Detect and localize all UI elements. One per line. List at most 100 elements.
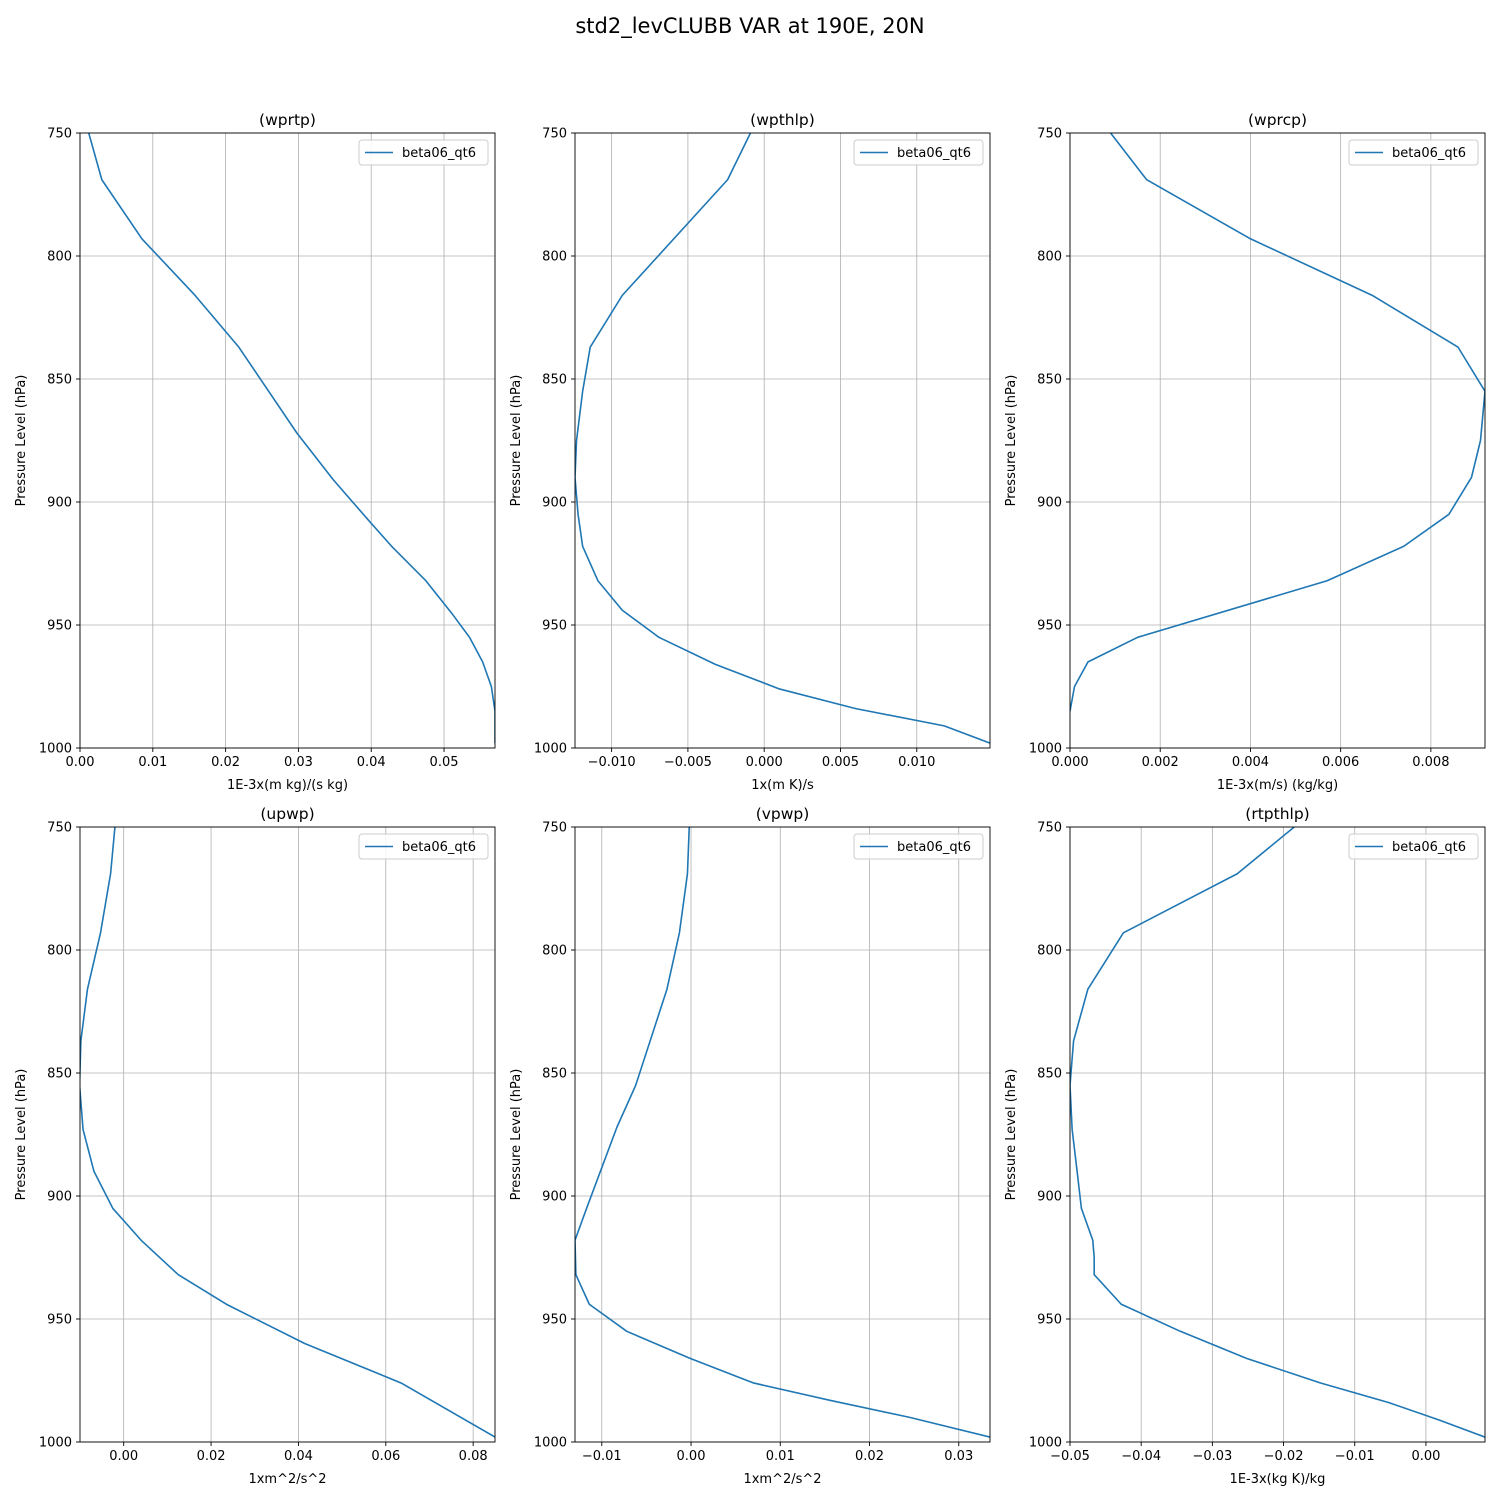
legend-box bbox=[358, 833, 489, 860]
x-tick-label-5: 0.00 bbox=[1411, 1449, 1440, 1464]
y-tick-label-1: 800 bbox=[47, 944, 72, 959]
subplot-wprtp: 0.00 0.01 0.02 0.03 0.04 0.05 750 800 850 900 950 1… bbox=[14, 111, 496, 793]
x-tick-label-1: 0.00 bbox=[677, 1449, 706, 1464]
x-tick-label-1: 0.01 bbox=[138, 755, 167, 770]
axes-frame bbox=[79, 132, 496, 749]
y-tick-label-5: 1000 bbox=[1029, 1436, 1062, 1451]
legend-label: beta06_qt6 bbox=[1392, 146, 1466, 161]
y-tick-label-0: 750 bbox=[47, 821, 72, 836]
x-tick-label-4: −0.01 bbox=[1335, 1449, 1375, 1464]
axes-frame bbox=[574, 132, 991, 749]
x-tick-label-3: 0.006 bbox=[1322, 755, 1359, 770]
x-tick-label-3: 0.005 bbox=[822, 755, 859, 770]
legend-box bbox=[358, 139, 489, 166]
x-tick-label-3: −0.02 bbox=[1264, 1449, 1304, 1464]
y-tick-label-3: 900 bbox=[542, 496, 567, 511]
y-tick-label-2: 850 bbox=[542, 1067, 567, 1082]
y-tick-label-1: 800 bbox=[542, 944, 567, 959]
y-tick-label-5: 1000 bbox=[39, 1436, 72, 1451]
x-tick-label-3: 0.06 bbox=[371, 1449, 400, 1464]
legend-label: beta06_qt6 bbox=[402, 146, 476, 161]
x-tick-label-0: 0.00 bbox=[66, 755, 95, 770]
y-tick-label-5: 1000 bbox=[39, 742, 72, 757]
series-line-0 bbox=[575, 827, 990, 1438]
series-line-0 bbox=[575, 133, 990, 744]
x-tick-label-1: 0.02 bbox=[197, 1449, 226, 1464]
x-tick-label-0: 0.00 bbox=[109, 1449, 138, 1464]
x-axis-label: 1E-3x(m kg)/(s kg) bbox=[227, 778, 348, 793]
legend-label: beta06_qt6 bbox=[402, 840, 476, 855]
series-line-0 bbox=[80, 827, 495, 1438]
x-tick-label-0: 0.000 bbox=[1051, 755, 1088, 770]
y-tick-label-4: 950 bbox=[47, 1313, 72, 1328]
y-tick-label-3: 900 bbox=[47, 496, 72, 511]
y-tick-label-4: 950 bbox=[1037, 1313, 1062, 1328]
subplot-wpthlp: −0.010 −0.005 0.000 0.005 0.010 750 800 850 900 9… bbox=[509, 111, 991, 793]
legend-box bbox=[853, 833, 984, 860]
y-axis-label: Pressure Level (hPa) bbox=[14, 375, 29, 507]
x-tick-label-4: 0.08 bbox=[459, 1449, 488, 1464]
legend-box bbox=[853, 139, 984, 166]
x-tick-label-2: 0.000 bbox=[746, 755, 783, 770]
subplot-title: (upwp) bbox=[260, 805, 314, 823]
y-tick-label-2: 850 bbox=[47, 1067, 72, 1082]
axes-frame bbox=[1069, 826, 1486, 1443]
subplot-title: (wprtp) bbox=[259, 111, 316, 129]
x-tick-label-4: 0.010 bbox=[898, 755, 935, 770]
y-tick-label-5: 1000 bbox=[1029, 742, 1062, 757]
x-tick-label-0: −0.010 bbox=[588, 755, 636, 770]
x-tick-label-4: 0.03 bbox=[944, 1449, 973, 1464]
x-tick-label-1: −0.04 bbox=[1121, 1449, 1161, 1464]
y-tick-label-4: 950 bbox=[1037, 619, 1062, 634]
subplot-vpwp: −0.01 0.00 0.01 0.02 0.03 750 800 850 900 950 1000… bbox=[509, 805, 991, 1487]
series-line-0 bbox=[1070, 133, 1485, 712]
y-axis-label: Pressure Level (hPa) bbox=[1004, 1069, 1019, 1201]
x-axis-label: 1E-3x(m/s) (kg/kg) bbox=[1217, 778, 1338, 793]
x-tick-label-2: 0.01 bbox=[766, 1449, 795, 1464]
y-tick-label-4: 950 bbox=[47, 619, 72, 634]
x-tick-label-2: −0.03 bbox=[1192, 1449, 1232, 1464]
subplot-title: (wpthlp) bbox=[750, 111, 815, 129]
x-tick-label-3: 0.02 bbox=[855, 1449, 884, 1464]
y-tick-label-1: 800 bbox=[1037, 250, 1062, 265]
y-tick-label-3: 900 bbox=[542, 1190, 567, 1205]
x-axis-label: 1x(m K)/s bbox=[751, 778, 814, 793]
x-tick-label-0: −0.01 bbox=[582, 1449, 622, 1464]
series-line-0 bbox=[1070, 827, 1485, 1438]
x-tick-label-4: 0.04 bbox=[357, 755, 386, 770]
x-tick-label-3: 0.03 bbox=[284, 755, 313, 770]
subplot-upwp: 0.00 0.02 0.04 0.06 0.08 750 800 850 900 950 1000 1… bbox=[14, 805, 496, 1487]
y-tick-label-1: 800 bbox=[1037, 944, 1062, 959]
y-tick-label-2: 850 bbox=[1037, 373, 1062, 388]
y-tick-label-4: 950 bbox=[542, 1313, 567, 1328]
legend-box bbox=[1348, 139, 1479, 166]
subplot-rtpthlp: −0.05 −0.04 −0.03 −0.02 −0.01 0.00 750 800 850 90… bbox=[1004, 805, 1486, 1487]
x-tick-label-1: 0.002 bbox=[1142, 755, 1179, 770]
y-axis-label: Pressure Level (hPa) bbox=[14, 1069, 29, 1201]
x-tick-label-1: −0.005 bbox=[664, 755, 712, 770]
y-tick-label-2: 850 bbox=[47, 373, 72, 388]
axes-frame bbox=[574, 826, 991, 1443]
x-axis-label: 1xm^2/s^2 bbox=[248, 1472, 326, 1487]
series-line-0 bbox=[87, 133, 495, 744]
y-tick-label-0: 750 bbox=[1037, 127, 1062, 142]
y-tick-label-2: 850 bbox=[542, 373, 567, 388]
subplot-title: (rtpthlp) bbox=[1245, 805, 1309, 823]
y-tick-label-3: 900 bbox=[1037, 1190, 1062, 1205]
x-tick-label-5: 0.05 bbox=[430, 755, 459, 770]
y-tick-label-0: 750 bbox=[1037, 821, 1062, 836]
x-tick-label-4: 0.008 bbox=[1412, 755, 1449, 770]
x-tick-label-0: −0.05 bbox=[1050, 1449, 1090, 1464]
y-tick-label-0: 750 bbox=[542, 821, 567, 836]
y-tick-label-1: 800 bbox=[47, 250, 72, 265]
axes-frame bbox=[1069, 132, 1486, 749]
x-tick-label-2: 0.04 bbox=[284, 1449, 313, 1464]
y-tick-label-5: 1000 bbox=[534, 742, 567, 757]
subplot-wprcp: 0.000 0.002 0.004 0.006 0.008 750 800 850 900 950… bbox=[1004, 111, 1486, 793]
legend-label: beta06_qt6 bbox=[897, 840, 971, 855]
y-axis-label: Pressure Level (hPa) bbox=[1004, 375, 1019, 507]
y-tick-label-0: 750 bbox=[542, 127, 567, 142]
x-axis-label: 1xm^2/s^2 bbox=[743, 1472, 821, 1487]
y-tick-label-5: 1000 bbox=[534, 1436, 567, 1451]
legend-label: beta06_qt6 bbox=[1392, 840, 1466, 855]
